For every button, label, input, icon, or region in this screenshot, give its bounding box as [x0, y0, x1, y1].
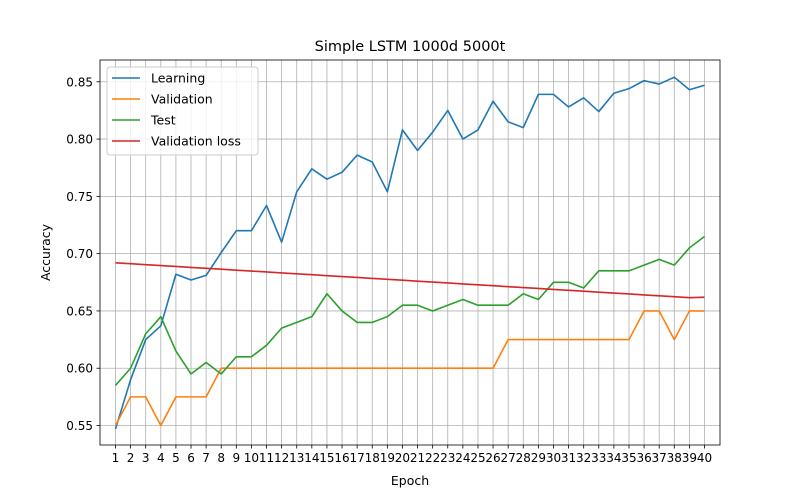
x-tick-label: 6	[187, 451, 195, 465]
x-tick-label: 30	[546, 451, 561, 465]
x-tick-label: 5	[172, 451, 180, 465]
x-tick-label: 18	[365, 451, 380, 465]
series-line-test	[114, 235, 705, 386]
x-tick-label: 14	[304, 451, 319, 465]
legend-label-validation-loss: Validation loss	[151, 134, 241, 149]
x-tick-label: 3	[142, 451, 150, 465]
legend-label-validation: Validation	[151, 92, 213, 107]
y-tick-label: 0.85	[66, 75, 93, 89]
x-tick-label: 32	[576, 451, 591, 465]
x-tick-label: 1	[112, 451, 120, 465]
plot-frame	[99, 59, 721, 446]
y-tick-label: 0.55	[66, 419, 93, 433]
y-tick-label: 0.70	[66, 247, 93, 261]
x-tick-label: 29	[531, 451, 546, 465]
series-lines	[114, 76, 705, 430]
y-tick-label: 0.80	[66, 133, 93, 147]
legend-label-test: Test	[150, 113, 176, 128]
x-tick-label: 38	[667, 451, 682, 465]
x-tick-label: 7	[202, 451, 210, 465]
legend-label-learning: Learning	[151, 71, 205, 86]
x-tick-label: 31	[561, 451, 576, 465]
x-tick-label: 22	[425, 451, 440, 465]
x-tick-label: 15	[319, 451, 334, 465]
x-tick-label: 24	[455, 451, 470, 465]
x-tick-label: 2	[127, 451, 135, 465]
x-tick-label: 27	[501, 451, 516, 465]
y-tick-label: 0.65	[66, 304, 93, 318]
y-tick-label: 0.75	[66, 190, 93, 204]
x-tick-label: 36	[636, 451, 651, 465]
x-tick-label: 34	[606, 451, 621, 465]
series-line-validation	[114, 310, 705, 427]
x-tick-label: 19	[380, 451, 395, 465]
x-tick-label: 37	[652, 451, 667, 465]
y-tick-label: 0.60	[66, 362, 93, 376]
x-tick-label: 17	[350, 451, 365, 465]
series-line-learning	[114, 76, 705, 430]
legend: Learning Validation Test Validation loss	[106, 66, 259, 156]
x-tick-label: 35	[621, 451, 636, 465]
x-tick-label: 40	[697, 451, 712, 465]
chart-title: Simple LSTM 1000d 5000t	[315, 39, 506, 55]
y-axis-ticks: 0.55 0.60 0.65 0.70 0.75 0.80 0.85	[66, 75, 100, 433]
x-tick-label: 21	[410, 451, 425, 465]
x-axis-ticks: 1 2 3 4 5 6 7 8 9 10 11 12 13 14 15 16 17 18 19 20 21 22 23 24 2…	[112, 445, 712, 465]
x-tick-label: 13	[289, 451, 304, 465]
x-tick-label: 33	[591, 451, 606, 465]
x-tick-label: 8	[217, 451, 225, 465]
x-axis-label: Epoch	[391, 473, 429, 488]
legend-box	[106, 66, 259, 156]
x-tick-label: 12	[274, 451, 289, 465]
x-tick-label: 39	[682, 451, 697, 465]
x-tick-label: 4	[157, 451, 165, 465]
x-tick-label: 26	[485, 451, 500, 465]
x-tick-label: 20	[395, 451, 410, 465]
x-tick-label: 28	[516, 451, 531, 465]
x-tick-label: 25	[470, 451, 485, 465]
x-tick-label: 16	[334, 451, 349, 465]
series-line-validation-loss	[115, 262, 705, 299]
y-axis-label: Accuracy	[38, 223, 53, 281]
x-tick-label: 11	[259, 451, 274, 465]
x-tick-label: 23	[440, 451, 455, 465]
x-tick-label: 9	[233, 451, 241, 465]
x-tick-label: 10	[244, 451, 259, 465]
